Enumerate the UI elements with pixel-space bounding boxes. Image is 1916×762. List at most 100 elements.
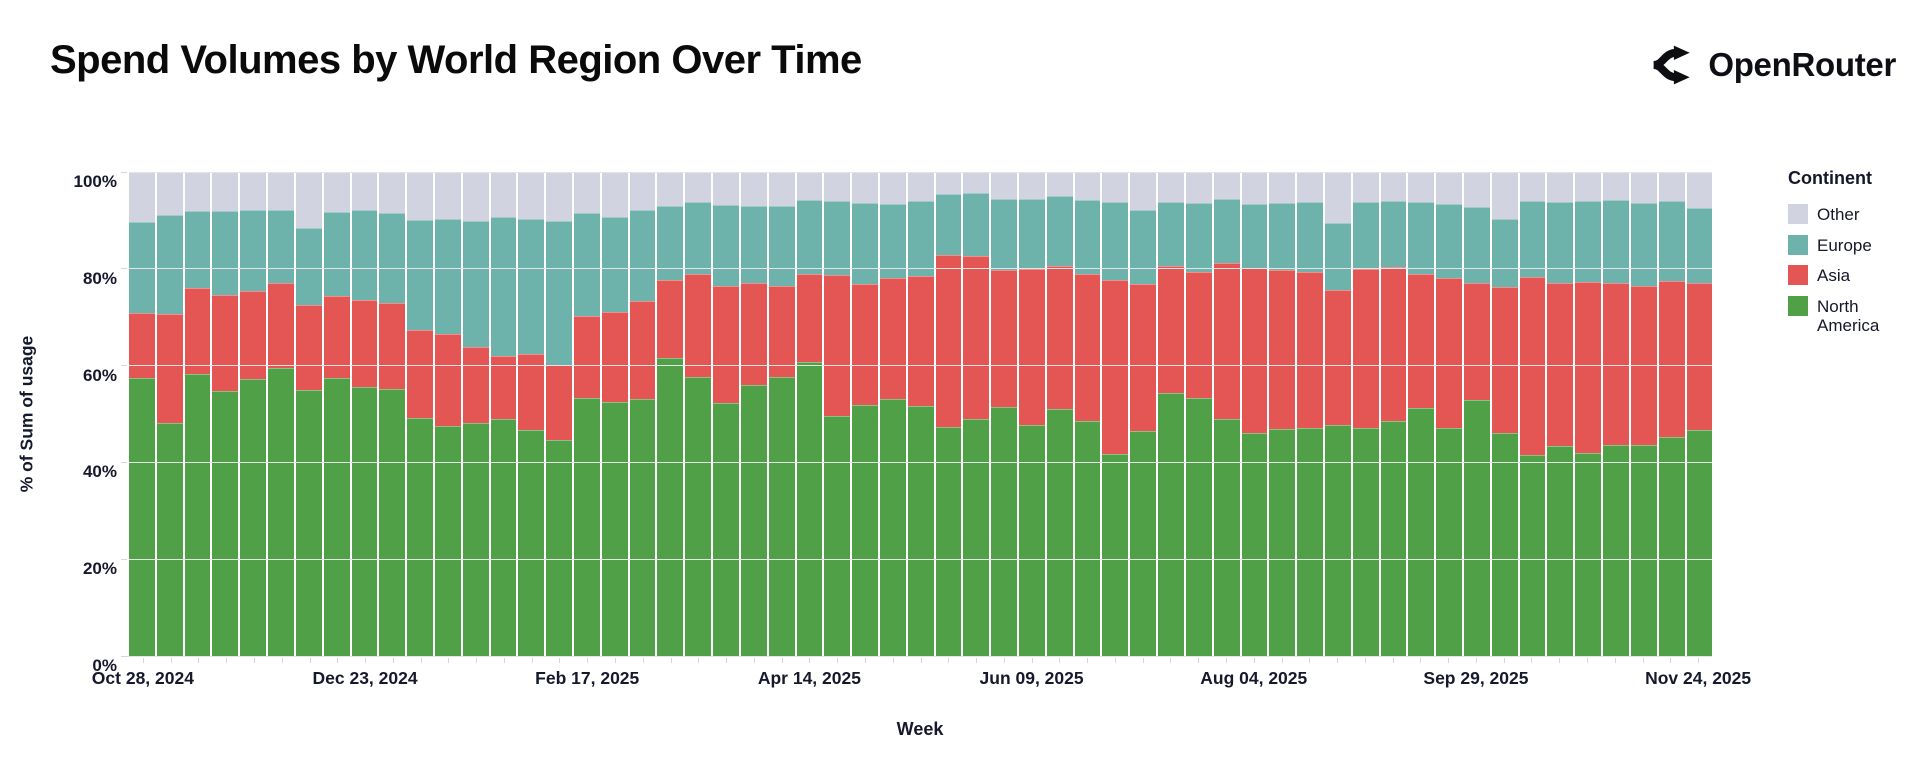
bar-segment-north-america[interactable] <box>129 378 155 656</box>
stacked-bar[interactable] <box>323 172 350 656</box>
bar-segment-europe[interactable] <box>1603 200 1629 284</box>
stacked-bar[interactable] <box>713 172 739 656</box>
bar-segment-asia[interactable] <box>434 334 461 426</box>
bar-segment-north-america[interactable] <box>1074 420 1101 656</box>
bar-segment-north-america[interactable] <box>1491 432 1518 656</box>
bar-segment-europe[interactable] <box>1380 201 1407 268</box>
bar-segment-north-america[interactable] <box>1519 454 1546 656</box>
bar-segment-other[interactable] <box>935 172 962 194</box>
bar-segment-europe[interactable] <box>768 206 795 287</box>
bar-segment-asia[interactable] <box>1547 282 1574 446</box>
stacked-bar[interactable] <box>1158 172 1184 656</box>
stacked-bar[interactable] <box>1213 172 1240 656</box>
bar-segment-other[interactable] <box>1019 172 1045 200</box>
bar-segment-europe[interactable] <box>713 205 739 287</box>
stacked-bar[interactable] <box>434 172 461 656</box>
bar-segment-asia[interactable] <box>1575 281 1602 453</box>
bar-segment-north-america[interactable] <box>379 388 406 656</box>
bar-segment-asia[interactable] <box>490 356 517 420</box>
bar-segment-asia[interactable] <box>546 364 572 440</box>
bar-segment-europe[interactable] <box>1547 202 1574 283</box>
stacked-bar[interactable] <box>546 172 572 656</box>
stacked-bar[interactable] <box>1547 172 1574 656</box>
bar-segment-asia[interactable] <box>935 255 962 427</box>
bar-segment-asia[interactable] <box>879 278 906 399</box>
bar-segment-north-america[interactable] <box>518 430 545 656</box>
bar-segment-europe[interactable] <box>1130 209 1157 285</box>
bar-segment-north-america[interactable] <box>629 398 656 656</box>
bar-segment-asia[interactable] <box>740 282 767 386</box>
bar-segment-other[interactable] <box>1269 172 1296 203</box>
stacked-bar[interactable] <box>184 172 211 657</box>
bar-segment-europe[interactable] <box>629 210 656 302</box>
bar-segment-north-america[interactable] <box>657 358 684 656</box>
bar-segment-asia[interactable] <box>963 255 990 420</box>
bar-segment-other[interactable] <box>1380 172 1407 202</box>
bar-segment-north-america[interactable] <box>1046 409 1073 656</box>
stacked-bar[interactable] <box>518 172 545 656</box>
bar-segment-north-america[interactable] <box>1575 452 1602 656</box>
bar-segment-asia[interactable] <box>184 288 211 374</box>
bar-segment-asia[interactable] <box>1102 279 1129 454</box>
bar-segment-other[interactable] <box>1102 172 1129 203</box>
bar-segment-europe[interactable] <box>1185 202 1212 273</box>
bar-segment-europe[interactable] <box>1158 202 1184 266</box>
bar-segment-asia[interactable] <box>1464 282 1490 400</box>
bar-segment-north-america[interactable] <box>1102 453 1129 656</box>
bar-segment-europe[interactable] <box>351 209 378 300</box>
stacked-bar[interactable] <box>1324 172 1351 657</box>
bar-segment-other[interactable] <box>129 172 155 222</box>
stacked-bar[interactable] <box>852 172 878 656</box>
bar-segment-europe[interactable] <box>1046 196 1073 266</box>
bar-segment-asia[interactable] <box>1603 283 1629 445</box>
bar-segment-north-america[interactable] <box>323 377 350 656</box>
stacked-bar[interactable] <box>1352 172 1379 656</box>
stacked-bar[interactable] <box>879 172 906 656</box>
stacked-bar[interactable] <box>1074 172 1101 656</box>
stacked-bar[interactable] <box>601 172 628 657</box>
bar-segment-other[interactable] <box>907 172 934 202</box>
bar-segment-other[interactable] <box>1686 172 1713 208</box>
bar-segment-asia[interactable] <box>240 290 267 380</box>
bar-segment-asia[interactable] <box>1241 268 1268 434</box>
bar-segment-north-america[interactable] <box>1547 445 1574 656</box>
stacked-bar[interactable] <box>740 172 767 656</box>
bar-segment-other[interactable] <box>685 172 712 202</box>
bar-segment-europe[interactable] <box>1102 202 1129 280</box>
stacked-bar[interactable] <box>212 172 239 656</box>
bar-segment-other[interactable] <box>1464 172 1490 207</box>
bar-segment-asia[interactable] <box>657 279 684 359</box>
stacked-bar[interactable] <box>156 172 183 656</box>
bar-segment-north-america[interactable] <box>240 379 267 656</box>
bar-segment-other[interactable] <box>574 172 600 213</box>
bar-segment-north-america[interactable] <box>1158 393 1184 656</box>
bar-segment-north-america[interactable] <box>1213 419 1240 656</box>
stacked-bar[interactable] <box>657 172 684 656</box>
bar-segment-other[interactable] <box>1658 172 1685 202</box>
stacked-bar[interactable] <box>1019 172 1045 656</box>
bar-segment-asia[interactable] <box>1408 274 1435 409</box>
bar-segment-europe[interactable] <box>518 219 545 354</box>
bar-segment-north-america[interactable] <box>156 423 183 656</box>
legend-item-asia[interactable]: Asia <box>1788 265 1913 286</box>
bar-segment-other[interactable] <box>1046 172 1073 197</box>
stacked-bar[interactable] <box>1686 172 1713 656</box>
stacked-bar[interactable] <box>963 172 990 656</box>
bar-segment-europe[interactable] <box>1297 202 1323 273</box>
bar-segment-other[interactable] <box>268 172 294 210</box>
bar-segment-europe[interactable] <box>184 210 211 289</box>
bar-segment-other[interactable] <box>852 172 878 203</box>
bar-segment-europe[interactable] <box>1019 199 1045 270</box>
bar-segment-asia[interactable] <box>601 312 628 403</box>
bar-segment-europe[interactable] <box>796 200 823 275</box>
bar-segment-north-america[interactable] <box>574 397 600 656</box>
bar-segment-north-america[interactable] <box>601 402 628 657</box>
bar-segment-europe[interactable] <box>156 214 183 314</box>
bar-segment-asia[interactable] <box>1436 278 1462 429</box>
stacked-bar[interactable] <box>935 172 962 656</box>
stacked-bar[interactable] <box>295 172 322 657</box>
bar-segment-north-america[interactable] <box>991 406 1017 656</box>
bar-segment-europe[interactable] <box>434 218 461 335</box>
bar-segment-asia[interactable] <box>713 286 739 404</box>
bar-segment-north-america[interactable] <box>1324 425 1351 657</box>
